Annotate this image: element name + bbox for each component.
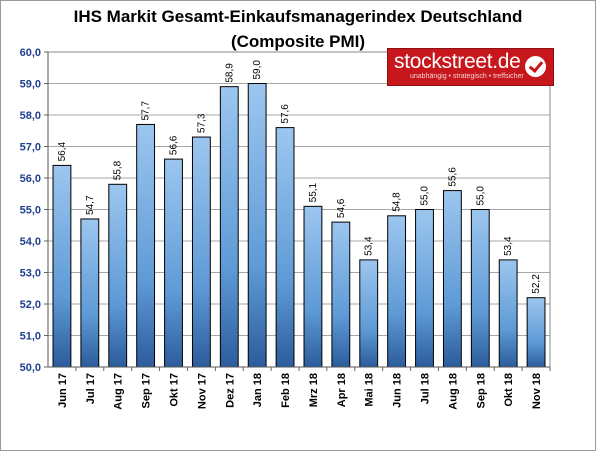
x-tick-label: Jun 17 <box>57 373 69 408</box>
x-tick-label: Okt 18 <box>503 373 515 407</box>
bar <box>164 158 183 368</box>
x-tick-label: Mai 18 <box>364 373 376 407</box>
value-label: 56,4 <box>57 141 68 161</box>
value-label: 58,9 <box>224 63 235 83</box>
chart-title-line1: IHS Markit Gesamt-Einkaufsmanagerindex D… <box>73 7 523 26</box>
bar <box>498 259 518 368</box>
chart-title: IHS Markit Gesamt-Einkaufsmanagerindex D… <box>0 4 596 54</box>
value-labels: 56,4 54,7 55,8 57,7 56,6 57,3 58,9 59,0 57,6 55,1… <box>57 60 542 294</box>
value-label: 52,2 <box>531 274 542 294</box>
value-label: 55,0 <box>420 186 431 206</box>
value-label: 57,6 <box>280 104 291 124</box>
y-tick-label: 60,0 <box>20 47 41 59</box>
x-tick-label: Mrz 18 <box>308 373 320 407</box>
bar <box>470 209 490 368</box>
value-label: 53,4 <box>364 236 375 256</box>
value-label: 54,6 <box>336 198 347 218</box>
y-tick-label: 59,0 <box>20 79 41 91</box>
x-tick-label: Jul 18 <box>420 373 432 404</box>
x-tick-label: Jan 18 <box>252 373 264 407</box>
logo-text: stockstreet.de <box>394 50 521 73</box>
value-label: 53,4 <box>503 236 514 256</box>
x-tick-label: Aug 18 <box>447 373 459 410</box>
value-label: 54,8 <box>392 192 403 212</box>
chart-title-line2: (Composite PMI) <box>230 32 366 51</box>
bar <box>275 127 295 368</box>
bar <box>526 297 546 368</box>
value-label: 57,7 <box>141 101 152 121</box>
value-label: 55,1 <box>308 182 319 202</box>
x-axis: Jun 17 Jul 17 Aug 17 Sep 17 Okt 17 Nov 17 Dez … <box>48 366 551 410</box>
value-label: 55,8 <box>113 160 124 180</box>
x-tick-label: Jul 17 <box>85 373 97 404</box>
x-tick-label: Nov 18 <box>531 373 543 409</box>
bar <box>331 221 351 368</box>
y-tick-label: 57,0 <box>20 142 41 154</box>
bar <box>387 215 407 368</box>
value-label: 55,0 <box>475 186 486 206</box>
value-label: 57,3 <box>196 113 207 133</box>
y-tick-label: 52,0 <box>20 299 41 311</box>
y-tick-label: 55,0 <box>20 205 41 217</box>
value-label: 59,0 <box>252 60 263 80</box>
y-axis: 50,0 51,0 52,0 53,0 54,0 55,0 56,0 57,0 58,0 59,0… <box>20 47 49 374</box>
x-tick-label: Dez 17 <box>224 373 236 408</box>
bars <box>52 83 546 368</box>
bar <box>80 218 100 368</box>
x-tick-label: Sep 17 <box>141 373 153 408</box>
bar <box>52 164 72 368</box>
y-tick-label: 54,0 <box>20 236 41 248</box>
x-tick-label: Okt 17 <box>169 373 181 407</box>
y-tick-label: 56,0 <box>20 173 41 185</box>
x-tick-label: Nov 17 <box>196 373 208 409</box>
bar <box>219 86 239 368</box>
x-tick-label: Jun 18 <box>392 373 404 408</box>
x-tick-label: Apr 18 <box>336 373 348 407</box>
bar <box>442 190 462 368</box>
bar <box>303 205 323 368</box>
x-tick-label: Aug 17 <box>113 373 125 410</box>
y-tick-label: 58,0 <box>20 110 41 122</box>
checkmark-icon <box>525 56 546 77</box>
stockstreet-logo: stockstreet.de unabhängig • strategisch … <box>387 48 554 86</box>
logo-tagline: unabhängig • strategisch • treffsicher <box>410 73 524 80</box>
bar <box>108 183 128 368</box>
value-label: 56,6 <box>169 135 180 155</box>
bar <box>136 123 156 368</box>
y-tick-label: 50,0 <box>20 362 41 374</box>
x-tick-label: Sep 18 <box>475 373 487 408</box>
bar <box>191 136 211 368</box>
bar <box>247 83 267 368</box>
y-tick-label: 51,0 <box>20 331 41 343</box>
value-label: 55,6 <box>447 167 458 187</box>
bar <box>415 209 434 368</box>
bar <box>359 259 379 368</box>
y-tick-label: 53,0 <box>20 268 41 280</box>
value-label: 54,7 <box>85 195 96 215</box>
x-tick-label: Feb 18 <box>280 373 292 408</box>
